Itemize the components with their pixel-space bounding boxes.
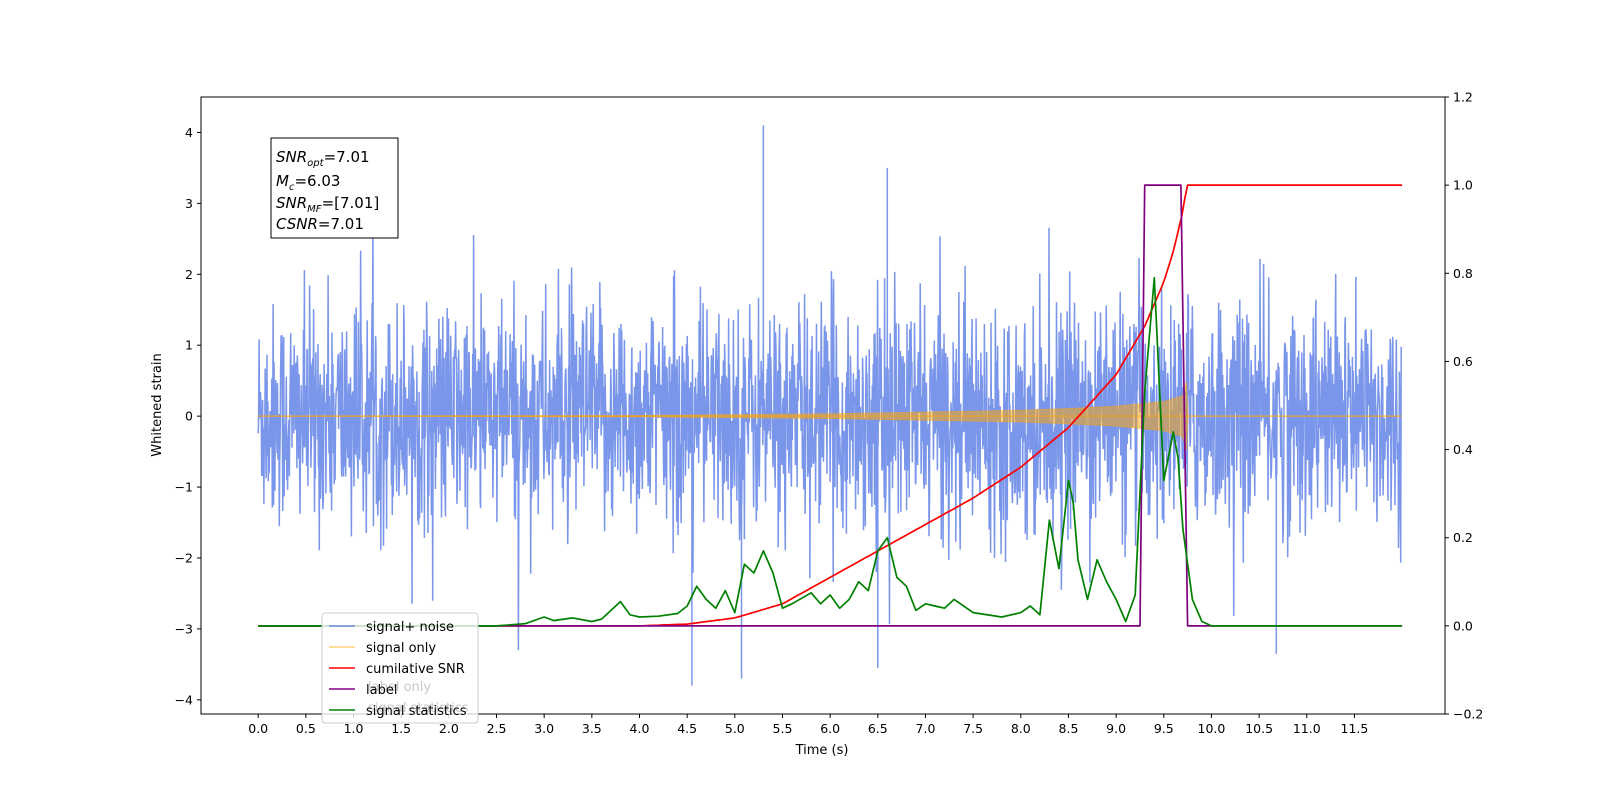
x-tick-label: 10.5 xyxy=(1245,721,1273,736)
x-tick-label: 11.0 xyxy=(1293,721,1321,736)
y-axis-label-left: Whitened strain xyxy=(150,353,165,456)
x-tick-label: 5.5 xyxy=(773,721,793,736)
x-tick-label: 3.0 xyxy=(534,721,554,736)
x-tick-label: 9.5 xyxy=(1154,721,1174,736)
x-axis: 0.0 0.5 1.0 1.5 2.0 2.5 3.0 3.5 4.0 4.5 5.0 5.5 6.0 6… xyxy=(248,714,1368,736)
x-tick-label: 4.0 xyxy=(630,721,650,736)
y-left-tick-label: 1 xyxy=(185,338,193,353)
annotation-box xyxy=(270,137,399,239)
x-tick-label: 0.0 xyxy=(248,721,268,736)
y-left-tick-label: −4 xyxy=(175,692,193,707)
y-left-tick-label: −3 xyxy=(175,621,193,636)
snr-annotation: SNRopt=7.01 Mc=6.03 SNRMF=[7.01] CSNR=7.… xyxy=(270,137,399,239)
x-axis-label: Time (s) xyxy=(795,743,849,758)
series-signal-statistics xyxy=(258,276,1403,627)
annotation-line-chirp-mass: Mc=6.03 xyxy=(276,172,340,193)
y-right-tick-label: −0.2 xyxy=(1453,707,1483,722)
y-right-tick-label: 1.2 xyxy=(1453,90,1473,105)
y-axis-right: 1.2 1.0 0.8 0.6 0.4 0.2 0.0 −0.2 xyxy=(1445,90,1483,722)
y-axis-left: 4 3 2 1 0 −1 −2 −3 −4 xyxy=(175,125,201,707)
x-tick-label: 5.0 xyxy=(725,721,745,736)
y-left-tick-label: 4 xyxy=(185,125,193,140)
x-tick-label: 2.0 xyxy=(439,721,459,736)
annotation-line-csnr: CSNR=7.01 xyxy=(276,215,364,233)
svg-text:signal only: signal only xyxy=(366,641,436,656)
legend-entry-label: label xyxy=(329,683,397,698)
y-right-tick-label: 0.8 xyxy=(1453,266,1473,281)
plot-frame xyxy=(200,96,1446,715)
annotation-line-snr-mf: SNRMF=[7.01] xyxy=(276,194,379,215)
x-tick-label: 1.5 xyxy=(391,721,411,736)
series-layer xyxy=(257,125,1403,686)
legend-box xyxy=(321,612,479,724)
svg-text:label: label xyxy=(366,683,397,698)
y-right-tick-label: 0.2 xyxy=(1453,530,1473,545)
x-tick-label: 6.0 xyxy=(820,721,840,736)
y-right-tick-label: 0.4 xyxy=(1453,442,1473,457)
x-tick-label: 10.0 xyxy=(1198,721,1226,736)
x-tick-label: 1.0 xyxy=(344,721,364,736)
y-left-tick-label: −1 xyxy=(175,480,193,495)
x-tick-label: 7.0 xyxy=(916,721,936,736)
svg-text:cumilative SNR: cumilative SNR xyxy=(366,662,465,677)
legend-ghost-label-only: label only xyxy=(368,680,431,695)
svg-text:signal statistics: signal statistics xyxy=(366,704,467,719)
x-tick-label: 2.5 xyxy=(487,721,507,736)
legend-entry-signal-statistics: signal statistics xyxy=(329,704,467,719)
legend: label only signal statistics signal+ noi… xyxy=(321,612,479,724)
y-right-tick-label: 1.0 xyxy=(1453,178,1473,193)
legend-entry-signal-noise: signal+ noise xyxy=(329,620,454,635)
x-tick-label: 11.5 xyxy=(1341,721,1369,736)
x-tick-label: 8.0 xyxy=(1011,721,1031,736)
x-tick-label: 8.5 xyxy=(1059,721,1079,736)
x-tick-label: 4.5 xyxy=(677,721,697,736)
legend-entry-cumulative-snr: cumilative SNR xyxy=(329,662,465,677)
x-tick-label: 0.5 xyxy=(296,721,316,736)
y-left-tick-label: 2 xyxy=(185,267,193,282)
y-left-tick-label: −2 xyxy=(175,550,193,565)
legend-entry-signal-only: signal only xyxy=(329,641,436,656)
x-tick-label: 9.0 xyxy=(1106,721,1126,736)
svg-text:signal+ noise: signal+ noise xyxy=(366,620,454,635)
x-tick-label: 3.5 xyxy=(582,721,602,736)
y-right-tick-label: 0.6 xyxy=(1453,354,1473,369)
x-tick-label: 6.5 xyxy=(868,721,888,736)
y-left-tick-label: 3 xyxy=(185,196,193,211)
y-left-tick-label: 0 xyxy=(185,409,193,424)
series-signal-noise xyxy=(257,125,1402,686)
annotation-line-snr-opt: SNRopt=7.01 xyxy=(276,148,370,169)
x-tick-label: 7.5 xyxy=(963,721,983,736)
legend-ghost-signal-statistics: signal statistics xyxy=(368,701,469,716)
y-right-tick-label: 0.0 xyxy=(1453,618,1473,633)
